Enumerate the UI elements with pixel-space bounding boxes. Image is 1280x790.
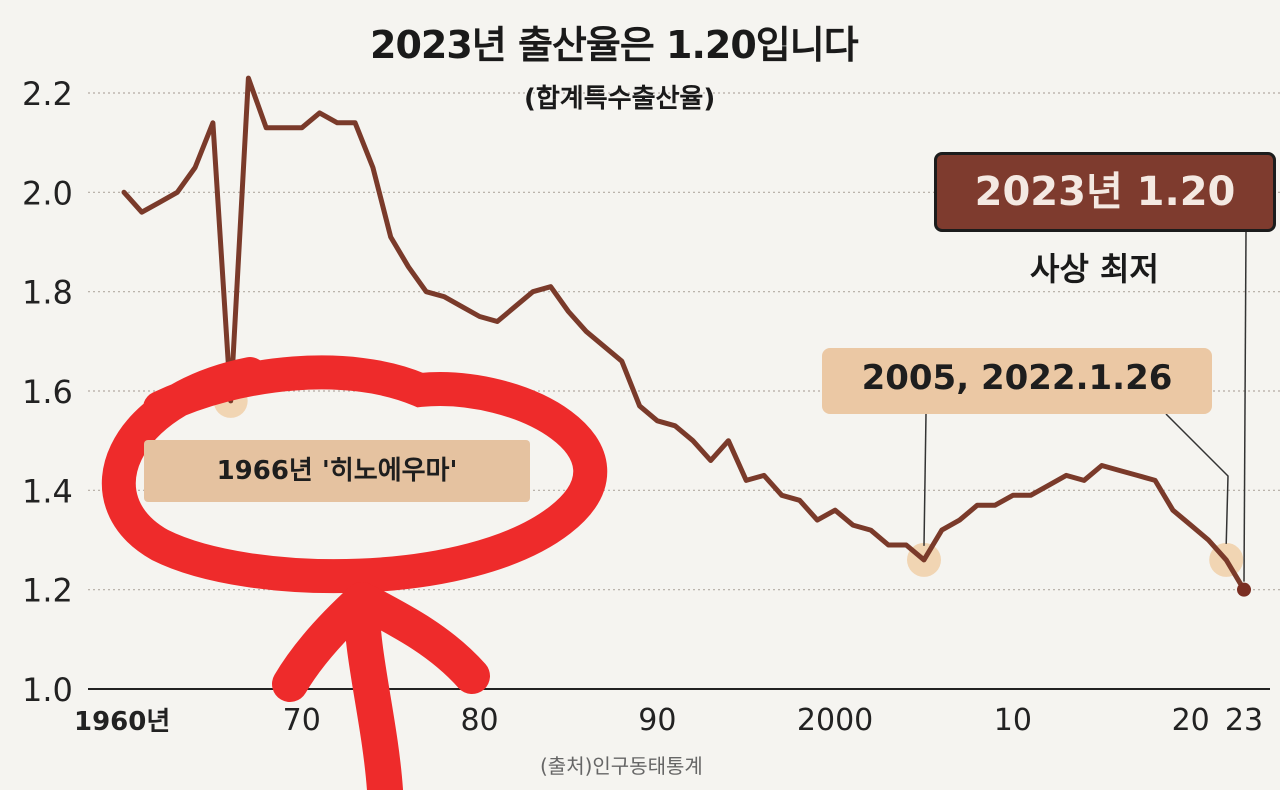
y-tick-label: 1.8 — [22, 274, 73, 312]
red-circle-scribble — [101, 355, 608, 594]
leader-line-2005 — [923, 413, 927, 546]
hinoeuma-callout: 1966년 '히노에우마' — [144, 440, 530, 502]
previous-low-callout: 2005, 2022.1.26 — [822, 348, 1212, 414]
red-arrow-scribble — [272, 582, 490, 790]
series-line — [121, 75, 1247, 593]
x-tick-label: 1960년 — [74, 707, 170, 737]
point-2023 — [1237, 582, 1251, 597]
x-tick-label: 23 — [1225, 703, 1263, 738]
record-low-callout: 2023년 1.20 — [934, 152, 1276, 232]
y-tick-label: 1.0 — [22, 671, 73, 709]
leader-line-2023 — [1243, 231, 1247, 582]
chart-title: 2023년 출산율은 1.20입니다 — [370, 23, 859, 67]
source-note: (출처)인구동태통계 — [540, 754, 703, 778]
x-tick-label: 80 — [460, 703, 498, 738]
y-tick-label: 1.6 — [22, 373, 73, 411]
y-tick-label: 1.4 — [22, 472, 73, 510]
y-tick-label: 2.2 — [22, 75, 73, 113]
x-tick-label: 10 — [994, 703, 1032, 738]
record-low-caption: 사상 최저 — [1030, 250, 1159, 288]
chart-subtitle: (합계특수출산율) — [524, 84, 716, 114]
x-tick-label: 90 — [638, 703, 676, 738]
x-tick-label: 20 — [1172, 703, 1210, 738]
y-tick-label: 1.2 — [22, 572, 73, 610]
y-tick-label: 2.0 — [22, 174, 73, 212]
x-tick-label: 2000 — [797, 703, 873, 738]
x-tick-label: 70 — [283, 703, 321, 738]
leader-line-2022 — [1165, 413, 1229, 544]
